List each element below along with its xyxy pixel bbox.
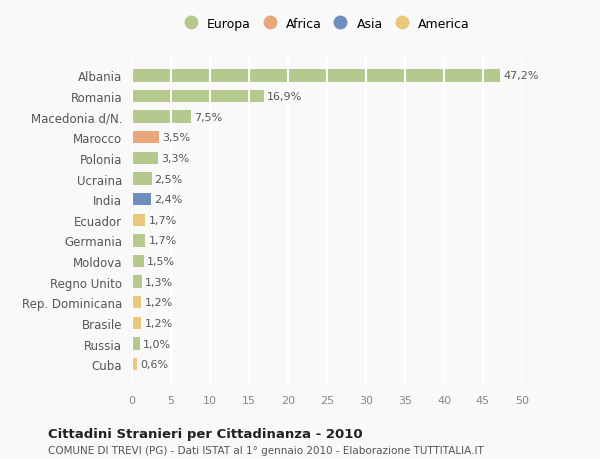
- Bar: [132, 235, 145, 247]
- Bar: [132, 173, 151, 185]
- Bar: [132, 194, 151, 206]
- Bar: [132, 152, 158, 165]
- Text: COMUNE DI TREVI (PG) - Dati ISTAT al 1° gennaio 2010 - Elaborazione TUTTITALIA.I: COMUNE DI TREVI (PG) - Dati ISTAT al 1° …: [48, 445, 484, 455]
- Text: 1,7%: 1,7%: [148, 236, 176, 246]
- Text: 47,2%: 47,2%: [503, 71, 539, 81]
- Bar: [132, 297, 142, 309]
- Bar: [132, 276, 142, 288]
- Text: 2,5%: 2,5%: [155, 174, 183, 184]
- Bar: [132, 70, 500, 83]
- Text: 2,4%: 2,4%: [154, 195, 182, 205]
- Bar: [132, 111, 191, 123]
- Text: Cittadini Stranieri per Cittadinanza - 2010: Cittadini Stranieri per Cittadinanza - 2…: [48, 427, 362, 440]
- Text: 3,3%: 3,3%: [161, 154, 189, 163]
- Bar: [132, 255, 144, 268]
- Text: 1,2%: 1,2%: [145, 297, 173, 308]
- Text: 16,9%: 16,9%: [267, 92, 302, 102]
- Bar: [132, 338, 140, 350]
- Legend: Europa, Africa, Asia, America: Europa, Africa, Asia, America: [184, 18, 470, 31]
- Text: 7,5%: 7,5%: [194, 112, 222, 123]
- Text: 3,5%: 3,5%: [163, 133, 191, 143]
- Text: 0,6%: 0,6%: [140, 359, 168, 369]
- Text: 1,0%: 1,0%: [143, 339, 171, 349]
- Text: 1,5%: 1,5%: [147, 257, 175, 267]
- Text: 1,3%: 1,3%: [145, 277, 173, 287]
- Bar: [132, 214, 145, 226]
- Text: 1,7%: 1,7%: [148, 215, 176, 225]
- Bar: [132, 317, 142, 330]
- Bar: [132, 91, 264, 103]
- Bar: [132, 358, 137, 370]
- Bar: [132, 132, 160, 144]
- Text: 1,2%: 1,2%: [145, 318, 173, 328]
